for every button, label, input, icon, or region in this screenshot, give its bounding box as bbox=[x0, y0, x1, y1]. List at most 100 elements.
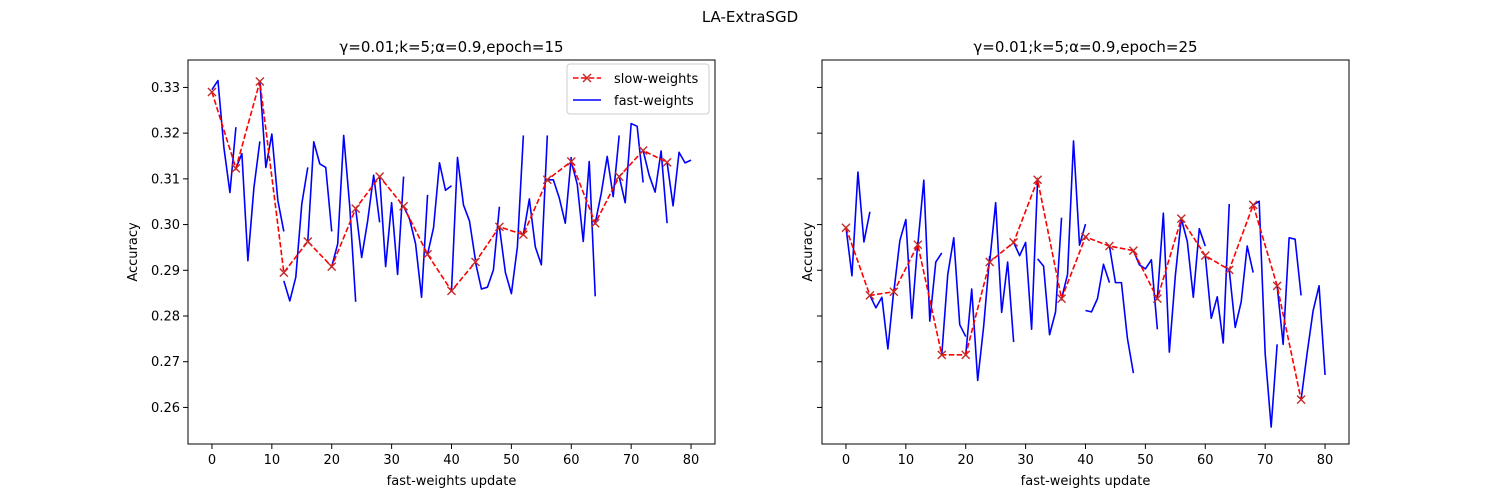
legend-slow-weights-label: slow-weights bbox=[614, 72, 698, 87]
left-slow-weights-point bbox=[327, 262, 337, 272]
left-fast-weights-segment bbox=[474, 206, 501, 290]
right-subplot-ylabel: Accuracy bbox=[801, 222, 816, 282]
left-fast-weights-segment bbox=[259, 81, 285, 232]
right-slow-weights-point bbox=[1224, 265, 1234, 275]
left-fast-weights-segment bbox=[330, 134, 357, 302]
right-xtick-label: 80 bbox=[1317, 453, 1334, 468]
right-fast-weights-segment bbox=[917, 179, 943, 322]
right-fast-weights-segment bbox=[1228, 245, 1254, 329]
right-fast-weights-segment bbox=[845, 171, 871, 277]
left-slow-weights-point bbox=[590, 218, 600, 228]
left-fast-weights-segment bbox=[666, 151, 692, 207]
left-slow-weights-point bbox=[399, 201, 409, 211]
right-slow-weights-point bbox=[1081, 232, 1090, 242]
left-slow-weights-point bbox=[279, 268, 289, 278]
right-fast-weights-segment bbox=[1252, 200, 1278, 428]
legend-slow-weights-marker bbox=[582, 73, 592, 83]
left-fast-weights-segment bbox=[618, 122, 644, 204]
left-slow-weights-point bbox=[207, 87, 217, 97]
right-subplot-ticks: 0 10 20 30 40 50 60 70 80 bbox=[817, 86, 1334, 468]
right-xtick-label: 60 bbox=[1197, 453, 1214, 468]
right-slow-weights-line bbox=[845, 176, 1302, 400]
left-fast-weights-segment bbox=[498, 135, 525, 295]
left-slow-weights-point bbox=[470, 257, 480, 267]
left-ytick-label: 0.27 bbox=[151, 355, 180, 370]
right-slow-weights-point bbox=[937, 350, 947, 360]
right-fast-weights-segment bbox=[1204, 203, 1231, 344]
right-fast-weights-segment bbox=[988, 201, 1015, 343]
right-fast-weights-segment bbox=[1036, 217, 1063, 336]
right-subplot-title: γ=0.01;k=5;α=0.9,epoch=25 bbox=[973, 38, 1197, 56]
left-fast-weights-segment bbox=[283, 167, 309, 302]
left-ytick-label: 0.33 bbox=[151, 81, 180, 96]
legend-box bbox=[566, 63, 710, 115]
right-slow-weights-point bbox=[1152, 294, 1162, 304]
left-slow-weights-point bbox=[566, 156, 576, 166]
left-xtick-label: 50 bbox=[503, 453, 520, 468]
right-slow-weights-point bbox=[1057, 294, 1067, 304]
right-fast-weights-segment bbox=[1060, 140, 1087, 299]
left-slow-weights-point bbox=[351, 204, 361, 214]
right-subplot-data bbox=[841, 140, 1326, 428]
right-fast-weights-segment bbox=[1300, 285, 1326, 400]
right-fast-weights-segment bbox=[869, 289, 895, 350]
right-slow-weights-point bbox=[1176, 214, 1186, 224]
left-ytick-label: 0.31 bbox=[151, 172, 180, 187]
left-slow-weights-point bbox=[614, 172, 624, 182]
left-ytick-label: 0.29 bbox=[151, 264, 180, 279]
left-ytick-label: 0.26 bbox=[151, 401, 180, 416]
figure-suptitle: LA-ExtraSGD bbox=[702, 8, 798, 26]
left-slow-weights-point bbox=[542, 175, 552, 185]
right-xtick-label: 20 bbox=[957, 453, 974, 468]
right-fast-weights-segment bbox=[940, 237, 967, 355]
left-slow-weights-point bbox=[447, 286, 456, 296]
right-xtick-label: 50 bbox=[1137, 453, 1154, 468]
left-subplot-ylabel: Accuracy bbox=[126, 222, 141, 282]
right-fast-weights-segment bbox=[893, 218, 919, 320]
right-slow-weights-point bbox=[985, 257, 995, 267]
right-fast-weights-segment bbox=[1108, 245, 1135, 374]
left-slow-weights-point bbox=[423, 249, 433, 259]
left-fast-weights-segment bbox=[594, 135, 620, 224]
right-xtick-label: 10 bbox=[898, 453, 915, 468]
right-slow-weights-point bbox=[1296, 395, 1306, 405]
left-fast-weights-segment bbox=[211, 79, 237, 194]
left-xtick-label: 70 bbox=[623, 453, 640, 468]
left-slow-weights-point bbox=[494, 222, 504, 232]
right-slow-weights-point bbox=[841, 223, 851, 233]
left-slow-weights-point bbox=[662, 157, 672, 167]
left-subplot-xlabel: fast-weights update bbox=[387, 474, 517, 489]
left-fast-weights-segment bbox=[378, 176, 405, 276]
left-fast-weights-segment bbox=[522, 135, 549, 266]
right-slow-weights-point bbox=[961, 350, 971, 360]
left-subplot: γ=0.01;k=5;α=0.9,epoch=15 0 10 20 30 40 50 60 7… bbox=[126, 38, 716, 489]
left-fast-weights-segment bbox=[570, 160, 597, 297]
left-ytick-label: 0.28 bbox=[151, 310, 180, 325]
right-slow-weights-point bbox=[889, 287, 899, 297]
left-xtick-label: 30 bbox=[383, 453, 400, 468]
left-xtick-label: 0 bbox=[208, 453, 216, 468]
left-fast-weights-segment bbox=[450, 156, 477, 291]
left-slow-weights-point bbox=[255, 76, 265, 86]
right-xtick-label: 40 bbox=[1077, 453, 1094, 468]
right-xtick-label: 30 bbox=[1017, 453, 1034, 468]
right-fast-weights-segment bbox=[1156, 212, 1183, 353]
left-fast-weights-segment bbox=[642, 150, 668, 224]
left-fast-weights-segment bbox=[354, 174, 381, 259]
right-slow-weights-point bbox=[1200, 251, 1210, 261]
left-fast-weights-segment bbox=[306, 141, 333, 242]
left-xtick-label: 80 bbox=[683, 453, 700, 468]
left-fast-weights-segment bbox=[426, 162, 452, 255]
legend: slow-weights fast-weights bbox=[566, 63, 710, 115]
right-fast-weights-segment bbox=[1276, 237, 1302, 346]
right-fast-weights-segment bbox=[1085, 263, 1111, 313]
right-slow-weights-point bbox=[1248, 200, 1258, 210]
right-slow-weights-point bbox=[865, 290, 875, 300]
left-slow-weights-point bbox=[231, 163, 241, 173]
right-slow-weights-point bbox=[1009, 237, 1019, 247]
right-slow-weights-point bbox=[1104, 241, 1114, 251]
left-ytick-label: 0.30 bbox=[151, 218, 180, 233]
right-slow-weights-point bbox=[1128, 246, 1138, 256]
left-subplot-ticks: 0 10 20 30 40 50 60 70 80 0.26 0.27 0.28 0.29 0.30 0.3… bbox=[151, 81, 699, 468]
left-xtick-label: 40 bbox=[443, 453, 460, 468]
